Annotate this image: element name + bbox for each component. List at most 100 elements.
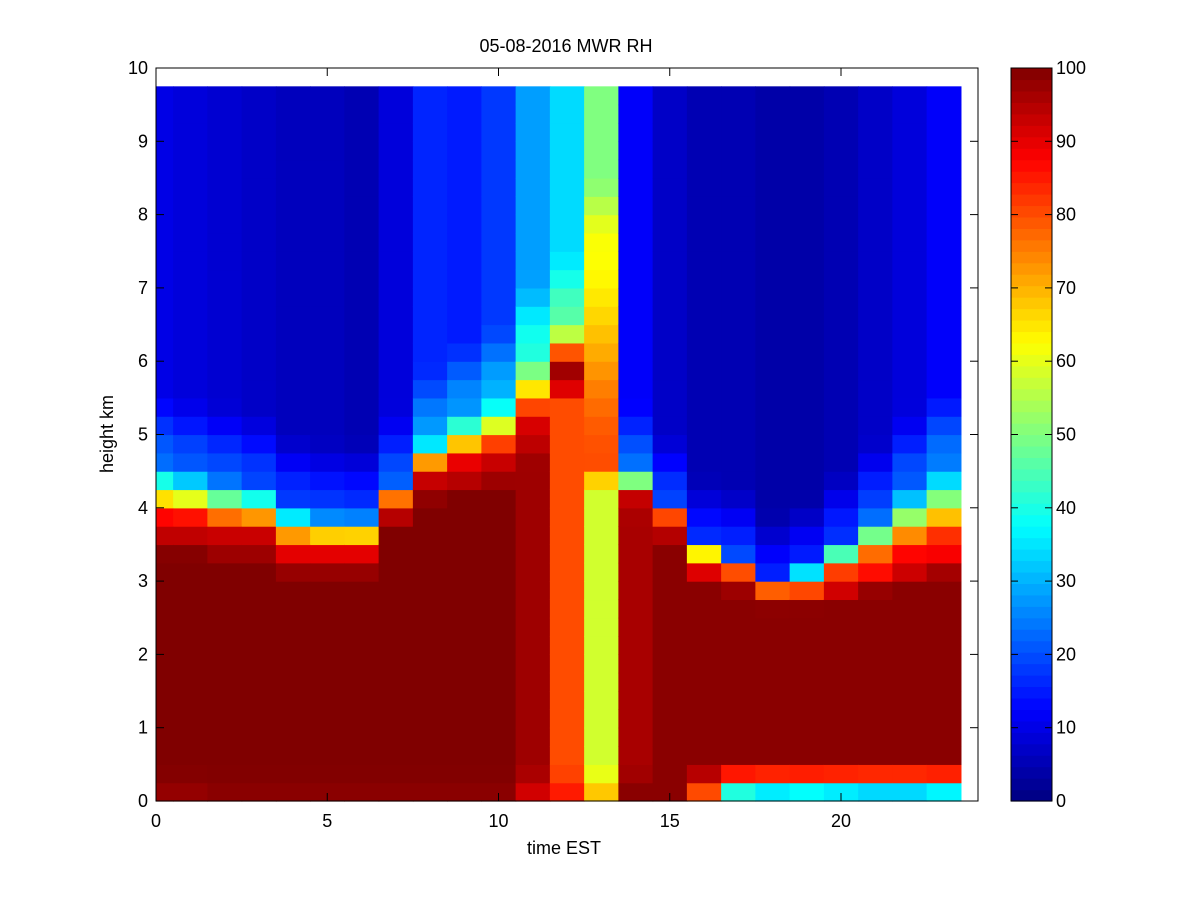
heatmap-cell xyxy=(275,654,311,674)
heatmap-cell xyxy=(652,86,688,106)
heatmap-cell xyxy=(447,342,482,362)
colorbar-strip xyxy=(1011,491,1052,504)
heatmap-cell xyxy=(549,251,585,271)
heatmap-cell xyxy=(481,489,517,509)
heatmap-cell xyxy=(892,306,928,326)
heatmap-cell xyxy=(823,746,859,765)
heatmap-cell xyxy=(686,269,722,289)
colorbar-strip xyxy=(1011,606,1052,619)
heatmap-cell xyxy=(412,122,448,142)
heatmap-cell xyxy=(310,599,345,619)
heatmap-cell xyxy=(241,709,277,729)
heatmap-cell xyxy=(858,691,893,710)
heatmap-cell xyxy=(275,232,311,252)
heatmap-cell xyxy=(173,636,208,655)
heatmap-cell xyxy=(686,526,722,546)
heatmap-cell xyxy=(584,617,619,637)
heatmap-cell xyxy=(173,122,208,142)
heatmap-cell xyxy=(447,324,482,344)
heatmap-cell xyxy=(823,122,859,142)
heatmap-cell xyxy=(686,434,722,454)
heatmap-cell xyxy=(584,599,619,619)
heatmap-cell xyxy=(412,379,448,399)
heatmap-cell xyxy=(549,709,585,729)
heatmap-cell xyxy=(447,141,482,161)
heatmap-cell xyxy=(618,214,654,234)
heatmap-cell xyxy=(926,122,962,142)
colorbar-strip xyxy=(1011,136,1052,149)
heatmap-cell xyxy=(686,86,722,106)
colorbar-strip xyxy=(1011,686,1052,699)
heatmap-cell xyxy=(481,251,517,271)
heatmap-cell xyxy=(447,727,482,747)
heatmap-cell xyxy=(823,654,859,674)
heatmap-cell xyxy=(721,691,756,710)
heatmap-cell xyxy=(378,342,414,362)
heatmap-cell xyxy=(275,342,311,362)
heatmap-cell xyxy=(926,379,962,399)
heatmap-cell xyxy=(156,452,174,472)
heatmap-cell xyxy=(652,617,688,637)
heatmap-cell xyxy=(447,599,482,619)
heatmap-cell xyxy=(549,599,585,619)
colorbar-strip xyxy=(1011,445,1052,458)
heatmap-cell xyxy=(618,159,654,179)
heatmap-cell xyxy=(926,269,962,289)
heatmap-cell xyxy=(618,434,654,454)
heatmap-cell xyxy=(344,324,380,344)
colorbar-tick-label: 90 xyxy=(1056,131,1076,151)
heatmap-cell xyxy=(241,324,277,344)
heatmap-cell xyxy=(515,654,551,674)
heatmap-cell xyxy=(789,324,825,344)
heatmap-cell xyxy=(207,782,243,802)
heatmap-cell xyxy=(207,617,243,637)
heatmap-cell xyxy=(858,672,893,692)
heatmap-cell xyxy=(618,342,654,362)
heatmap-cell xyxy=(618,617,654,637)
heatmap-cell xyxy=(481,599,517,619)
heatmap-cell xyxy=(378,727,414,747)
heatmap-cell xyxy=(721,342,756,362)
heatmap-cell xyxy=(447,672,482,692)
colorbar-strip xyxy=(1011,193,1052,207)
heatmap-cell xyxy=(789,636,825,655)
heatmap-cell xyxy=(858,361,893,381)
heatmap-cell xyxy=(858,709,893,729)
heatmap-cell xyxy=(926,86,962,106)
heatmap-cell xyxy=(584,361,619,381)
heatmap-cell xyxy=(584,709,619,729)
heatmap-cell xyxy=(412,416,448,436)
heatmap-cell xyxy=(481,342,517,362)
colorbar-strip xyxy=(1011,319,1052,333)
heatmap-cell xyxy=(892,746,928,765)
heatmap-cell xyxy=(686,672,722,692)
heatmap-cell xyxy=(481,196,517,216)
heatmap-cell xyxy=(412,489,448,509)
heatmap-cell xyxy=(344,526,380,546)
heatmap-cell xyxy=(926,654,962,674)
heatmap-cell xyxy=(207,416,243,436)
heatmap-cell xyxy=(549,342,585,362)
heatmap-cell xyxy=(412,141,448,161)
heatmap-cell xyxy=(721,214,756,234)
heatmap-cell xyxy=(310,177,345,197)
heatmap-cell xyxy=(926,159,962,179)
heatmap-cell xyxy=(173,196,208,216)
heatmap-cell xyxy=(926,782,962,802)
heatmap-cell xyxy=(789,379,825,399)
heatmap-cell xyxy=(823,251,859,271)
colorbar-strip xyxy=(1011,331,1052,344)
heatmap-cell xyxy=(481,306,517,326)
heatmap-cell xyxy=(618,232,654,252)
heatmap-cell xyxy=(584,104,619,124)
heatmap-cell xyxy=(549,471,585,491)
heatmap-cell xyxy=(310,324,345,344)
heatmap-cell xyxy=(412,507,448,527)
heatmap-cell xyxy=(173,654,208,674)
heatmap-cell xyxy=(584,782,619,802)
heatmap-cell xyxy=(755,672,791,692)
heatmap-cell xyxy=(721,709,756,729)
heatmap-cell xyxy=(686,636,722,655)
heatmap-cell xyxy=(447,122,482,142)
heatmap-cell xyxy=(755,507,791,527)
